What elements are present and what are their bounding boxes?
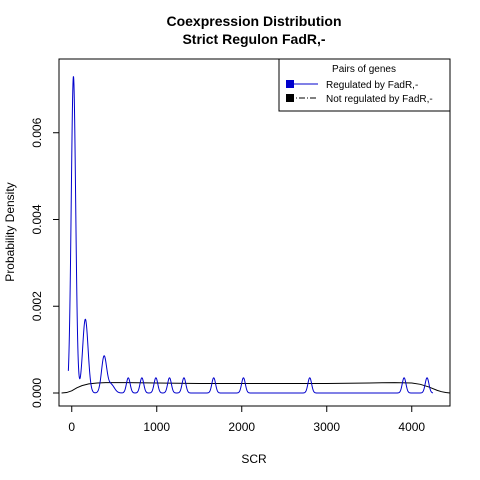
- x-axis-label: SCR: [241, 452, 267, 466]
- legend-box: [278, 58, 451, 112]
- y-axis-label: Probability Density: [3, 182, 17, 281]
- x-tick-label: 4000: [398, 420, 425, 434]
- legend: Pairs of genes Regulated by FadR,- Not r…: [278, 58, 451, 112]
- chart-subtitle: Strict Regulon FadR,-: [182, 31, 325, 47]
- y-tick-label: 0.000: [30, 378, 44, 408]
- legend-entry-not-regulated: Not regulated by FadR,-: [326, 94, 433, 105]
- x-tick-label: 2000: [228, 420, 255, 434]
- y-tick-label: 0.004: [30, 204, 44, 234]
- plot-frame: [58, 58, 451, 407]
- y-tick-label: 0.002: [30, 291, 44, 321]
- x-tick-label: 0: [68, 420, 75, 434]
- legend-entry-regulated: Regulated by FadR,-: [326, 80, 418, 91]
- y-axis: 0.000 0.002 0.004 0.006: [30, 117, 59, 408]
- legend-title: Pairs of genes: [332, 64, 396, 75]
- series-line-not-regulated: [61, 382, 451, 394]
- x-tick-label: 1000: [143, 420, 170, 434]
- x-tick-label: 3000: [313, 420, 340, 434]
- legend-swatch-not-regulated: [286, 94, 294, 102]
- y-tick-label: 0.006: [30, 117, 44, 147]
- series-line-regulated: [67, 76, 434, 394]
- x-axis: 0 1000 2000 3000 4000: [68, 406, 425, 434]
- legend-swatch-regulated: [286, 80, 294, 88]
- chart-title: Coexpression Distribution: [166, 13, 341, 29]
- series-layer: [61, 76, 451, 394]
